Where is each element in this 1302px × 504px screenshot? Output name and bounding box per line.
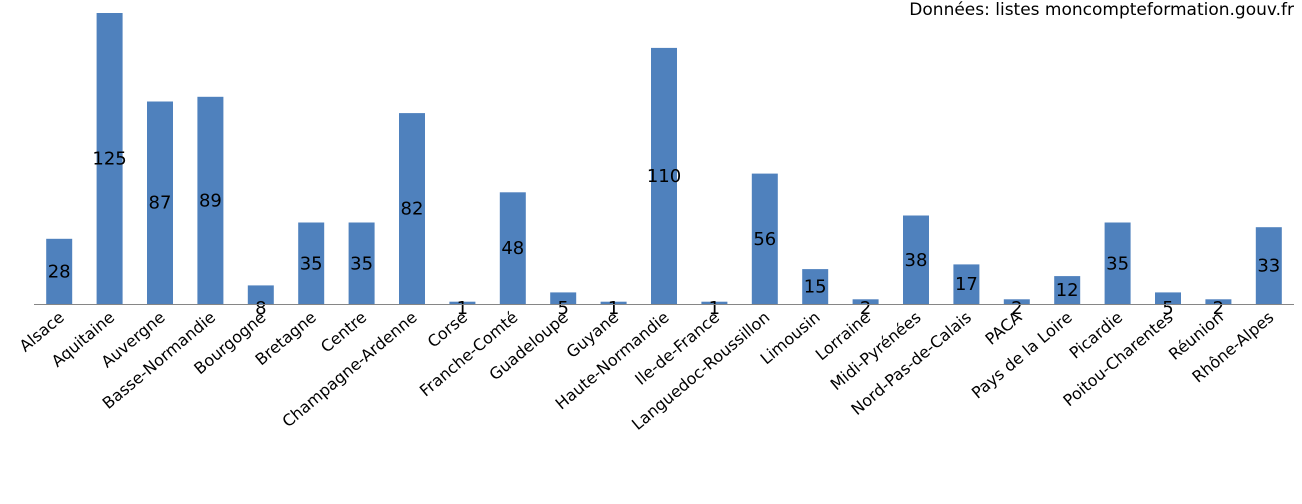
data-label-nord-pas-de-calais: 17 (955, 274, 978, 295)
data-label-reunion: 2 (1213, 298, 1224, 319)
bar-lorraine (852, 299, 879, 304)
bar-franche-comte (499, 192, 526, 304)
data-label-basse-normandie: 89 (199, 190, 222, 211)
bar-basse-normandie (197, 96, 224, 304)
bar-rhone-alpes (1255, 227, 1282, 304)
bar-centre (348, 222, 375, 304)
data-label-poitou-charentes: 5 (1162, 298, 1173, 319)
bar-limousin (802, 269, 829, 304)
data-label-alsace: 28 (48, 261, 71, 282)
bar-corse (449, 301, 476, 304)
data-label-picardie: 35 (1106, 253, 1129, 274)
data-label-franche-comte: 48 (501, 238, 524, 259)
data-label-centre: 35 (350, 253, 373, 274)
bar-ile-de-france (701, 301, 728, 304)
bar-reunion (1205, 299, 1232, 304)
data-label-bourgogne: 8 (255, 298, 266, 319)
bars-group (46, 13, 1282, 305)
bar-guadeloupe (550, 292, 577, 304)
bar-pays-de-la-loire (1054, 276, 1081, 304)
category-labels-group: AlsaceAquitaineAuvergneBasse-NormandieBo… (16, 307, 1278, 433)
data-label-champagne-ardenne: 82 (401, 199, 424, 220)
data-label-guyane: 1 (608, 298, 619, 319)
bar-champagne-ardenne (399, 113, 425, 304)
data-label-corse: 1 (457, 298, 468, 319)
data-labels-group: 28 125 87 89 8 35 35 82 1 48 5 1 110 1 56 15 2 38 17 2 12 35 5… (48, 149, 1281, 320)
source-note: Données: listes moncompteformation.gouv.… (909, 0, 1294, 20)
data-label-limousin: 15 (804, 277, 827, 298)
data-label-lorraine: 2 (860, 298, 871, 319)
bar-alsace (46, 238, 73, 304)
data-label-midi-pyrenees: 38 (905, 250, 928, 271)
bar-picardie (1104, 222, 1131, 304)
bar-bourgogne (247, 285, 274, 304)
bar-midi-pyrenees (903, 215, 929, 304)
data-label-aquitaine: 125 (92, 149, 126, 170)
data-label-rhone-alpes: 33 (1257, 256, 1280, 277)
bar-paca (1003, 299, 1030, 304)
data-label-paca: 2 (1011, 298, 1022, 319)
bar-bretagne (298, 222, 325, 304)
data-label-pays-de-la-loire: 12 (1056, 280, 1079, 301)
bar-languedoc-roussillon (751, 173, 778, 304)
bar-aquitaine (96, 13, 123, 304)
bar-haute-normandie (651, 47, 677, 305)
data-label-haute-normandie: 110 (647, 166, 681, 187)
bar-poitou-charentes (1155, 292, 1181, 304)
data-label-auvergne: 87 (149, 193, 172, 214)
bar-guyane (600, 301, 627, 304)
data-label-guadeloupe: 5 (557, 298, 568, 319)
bar-auvergne (147, 101, 173, 304)
data-label-languedoc-roussillon: 56 (753, 229, 776, 250)
data-label-ile-de-france: 1 (709, 298, 720, 319)
data-label-bretagne: 35 (300, 253, 323, 274)
bar-nord-pas-de-calais (953, 264, 980, 304)
